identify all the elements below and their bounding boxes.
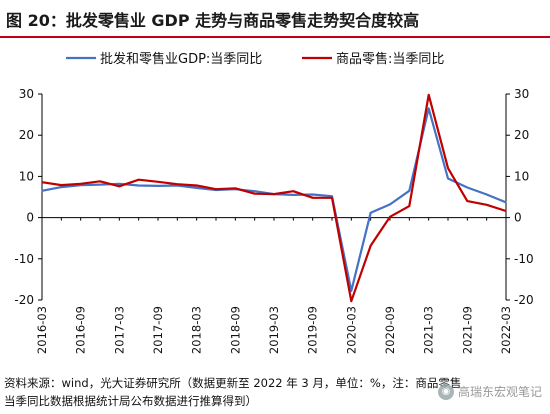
x-tick-label: 2017-03 bbox=[112, 306, 126, 354]
figure-title: 图 20：批发零售业 GDP 走势与商品零售走势契合度较高 bbox=[6, 11, 420, 30]
series-1-point bbox=[447, 177, 449, 180]
series-2-point bbox=[447, 167, 449, 169]
series-line-1 bbox=[41, 107, 507, 292]
source-note-line-1: 资料来源：wind，光大证券研究所（数据更新至 2022 年 3 月，单位：%，… bbox=[4, 376, 462, 390]
series-1-point bbox=[370, 212, 372, 214]
legend-label-2: 商品零售:当季同比 bbox=[336, 51, 444, 67]
figure-title-bar: 图 20：批发零售业 GDP 走势与商品零售走势契合度较高 bbox=[0, 0, 550, 38]
y-tick-label-left: 10 bbox=[19, 169, 34, 183]
series-2-point bbox=[41, 181, 43, 183]
x-tick-label: 2019-09 bbox=[306, 306, 320, 354]
series-2-point bbox=[331, 197, 333, 199]
wechat-icon: ◉ bbox=[437, 383, 454, 400]
series-1-point bbox=[350, 290, 352, 292]
x-tick-label: 2020-09 bbox=[383, 306, 397, 354]
watermark-text: 高瑞东宏观笔记 bbox=[457, 385, 542, 399]
series-2-point bbox=[176, 183, 178, 185]
series-2-point bbox=[196, 184, 198, 187]
y-tick-label-left: -20 bbox=[14, 293, 34, 307]
series-1-point bbox=[138, 184, 140, 187]
series-2-point bbox=[292, 190, 294, 192]
title-underline bbox=[0, 36, 550, 38]
y-tick-label-right: 20 bbox=[514, 128, 529, 142]
x-tick-label: 2016-03 bbox=[35, 306, 49, 354]
x-tick-label: 2018-09 bbox=[228, 306, 242, 354]
series-2-point bbox=[234, 187, 236, 189]
series-1-point bbox=[408, 190, 410, 192]
series-1-point bbox=[254, 190, 256, 192]
y-tick-label-right: 0 bbox=[514, 211, 522, 225]
series-2-point bbox=[312, 197, 314, 199]
y-tick-label-right: -20 bbox=[514, 293, 534, 307]
series-2-point bbox=[99, 180, 101, 182]
series-line-2 bbox=[41, 93, 507, 303]
series-2-point bbox=[486, 204, 488, 206]
series-2-point bbox=[350, 300, 352, 302]
x-tick-label: 2022-03 bbox=[499, 306, 513, 354]
y-tick-label-right: -10 bbox=[514, 252, 534, 266]
series-1-point bbox=[157, 185, 159, 187]
series-1-point bbox=[312, 193, 314, 196]
series-1-point bbox=[428, 107, 430, 110]
source-note-line-2: 当季同比数据根据统计局公布数据进行推算得到） bbox=[4, 394, 257, 408]
series-1-point bbox=[331, 195, 333, 197]
line-chart: 批发和零售业GDP:当季同比 商品零售:当季同比 -20 -10 0 10 20 30 -20 -… bbox=[14, 51, 534, 354]
y-tick-label-left: 0 bbox=[26, 211, 34, 225]
x-tick-label: 2019-03 bbox=[267, 306, 281, 354]
x-tick-label: 2021-09 bbox=[460, 306, 474, 354]
legend-label-1: 批发和零售业GDP:当季同比 bbox=[100, 51, 262, 67]
series-2-point bbox=[118, 185, 120, 187]
series-2-point bbox=[505, 210, 507, 212]
series-1-point bbox=[292, 194, 294, 196]
series-2-point bbox=[466, 200, 468, 202]
y-tick-label-right: 10 bbox=[514, 169, 529, 183]
series-1-point bbox=[99, 184, 101, 186]
y-tick-label-left: 20 bbox=[19, 128, 34, 142]
series-2-point bbox=[370, 245, 372, 247]
series-1-point bbox=[118, 183, 120, 185]
series-1-point bbox=[505, 201, 507, 203]
x-tick-label: 2017-09 bbox=[151, 306, 165, 354]
series-2-point bbox=[157, 181, 159, 183]
series-1-point bbox=[389, 203, 391, 206]
x-tick-label: 2018-03 bbox=[190, 306, 204, 354]
series-2-point bbox=[254, 193, 256, 195]
series-1-point bbox=[60, 186, 62, 188]
series-2-point bbox=[138, 179, 140, 181]
series-1-point bbox=[196, 187, 198, 189]
x-tick-label: 2021-03 bbox=[422, 306, 436, 354]
series-2-point bbox=[428, 94, 430, 96]
series-2-point bbox=[273, 193, 275, 195]
source-note: 资料来源：wind，光大证券研究所（数据更新至 2022 年 3 月，单位：%，… bbox=[4, 374, 544, 410]
series-2-point bbox=[215, 188, 217, 190]
y-tick-label-right: 30 bbox=[514, 87, 529, 101]
series-1-point bbox=[486, 193, 488, 196]
y-tick-label-left: -10 bbox=[14, 252, 34, 266]
series-1-point bbox=[41, 190, 43, 192]
series-1-point bbox=[466, 186, 468, 189]
y-tick-label-left: 30 bbox=[19, 87, 34, 101]
series-2-point bbox=[60, 184, 62, 186]
watermark: ◉ 高瑞东宏观笔记 bbox=[437, 383, 542, 400]
series-2-point bbox=[408, 205, 410, 207]
x-tick-label: 2016-09 bbox=[74, 306, 88, 354]
series-2-point bbox=[80, 183, 82, 185]
x-tick-label: 2020-03 bbox=[344, 306, 358, 354]
series-2-point bbox=[389, 216, 391, 218]
